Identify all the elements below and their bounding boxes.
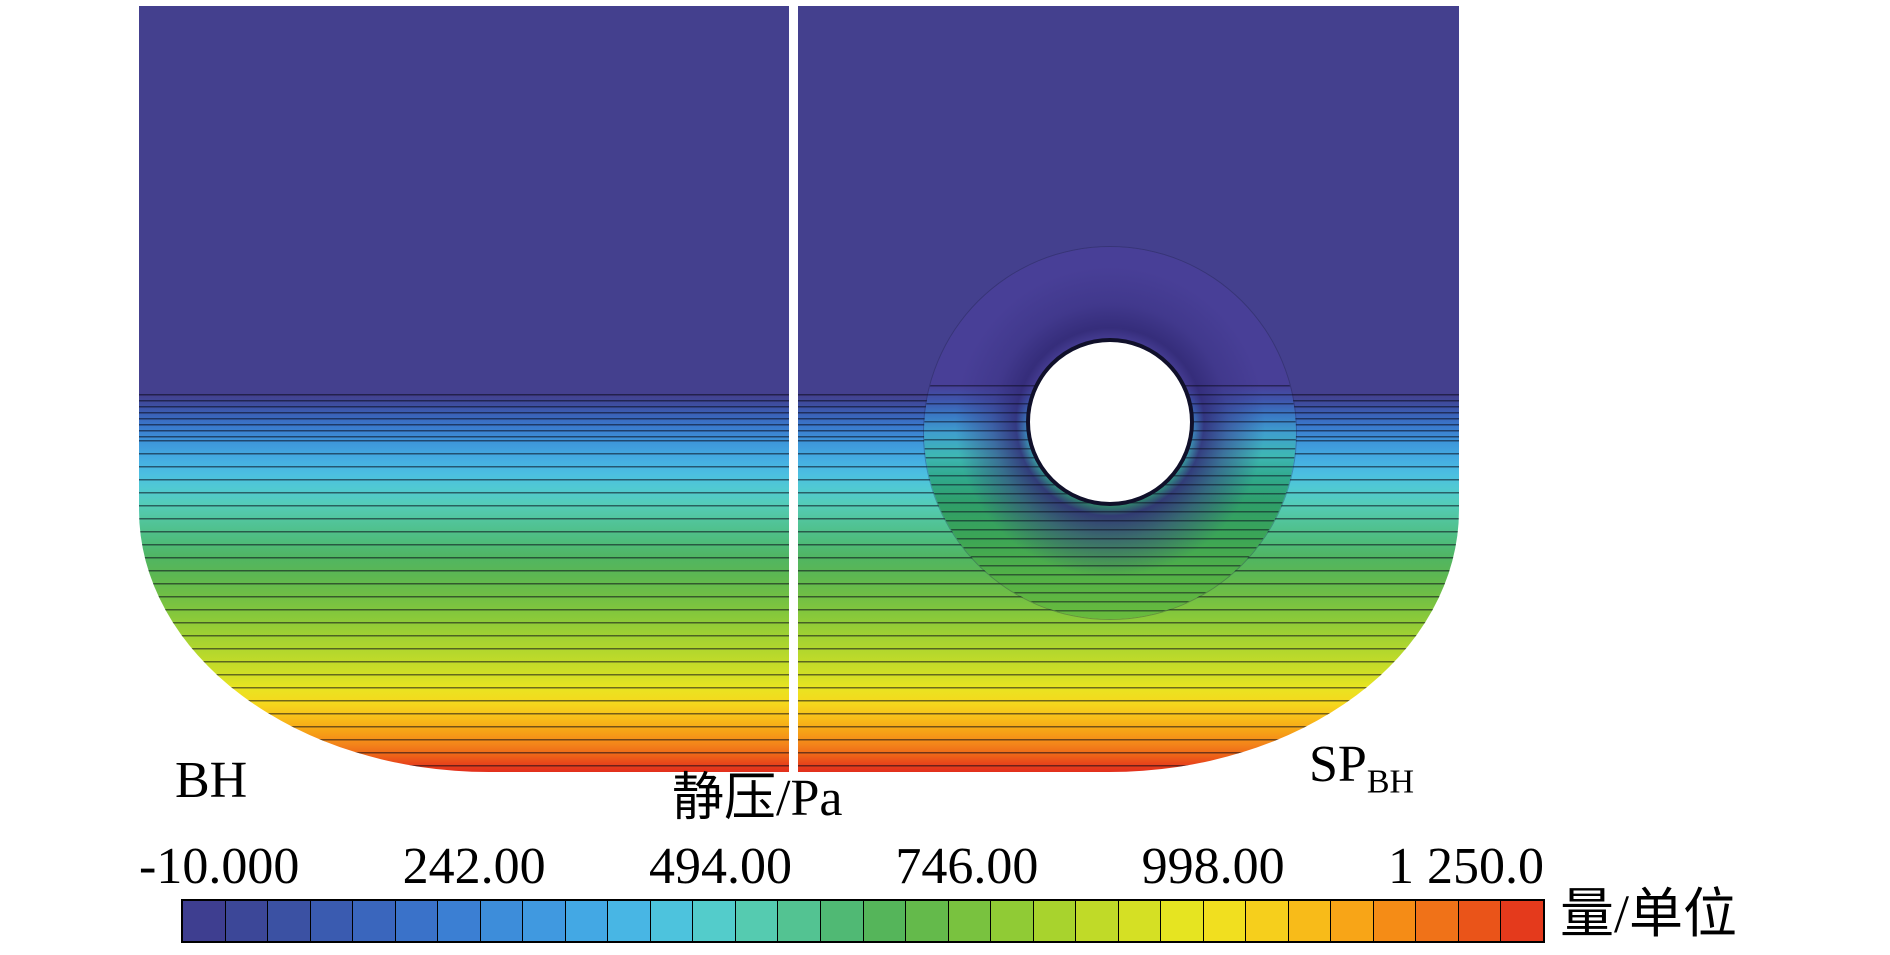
colorbar-segment	[991, 901, 1034, 941]
colorbar-segment	[693, 901, 736, 941]
colorbar-tick-label: 494.00	[648, 838, 792, 895]
colorbar-segment	[225, 901, 269, 941]
colorbar-segment	[523, 901, 566, 941]
panel-label-right-sub: BH	[1366, 763, 1415, 801]
panel-label-right: SPBH	[1309, 736, 1414, 801]
colorbar-segment	[565, 901, 609, 941]
colorbar-segment	[1076, 901, 1119, 941]
colorbar-segment	[948, 901, 992, 941]
colorbar-segment	[1458, 901, 1502, 941]
colorbar-segment	[395, 901, 439, 941]
colorbar	[181, 899, 1545, 943]
colorbar-segment	[1416, 901, 1459, 941]
colorbar-segment	[480, 901, 524, 941]
panel-divider-line	[789, 6, 798, 772]
colorbar-tick-label: 242.00	[402, 838, 546, 895]
colorbar-segment	[310, 901, 354, 941]
colorbar-segment	[778, 901, 821, 941]
colorbar-segment	[820, 901, 864, 941]
panel-label-left: BH	[175, 752, 248, 809]
colorbar-segment	[353, 901, 396, 941]
colorbar-segment	[1373, 901, 1417, 941]
colorbar-segment	[735, 901, 779, 941]
colorbar-tick-label: -10.000	[139, 838, 300, 895]
colorbar-tick-label: 1 250.0	[1387, 838, 1544, 895]
colorbar-segment	[1501, 901, 1543, 941]
ring-sparger-torus	[924, 247, 1296, 619]
figure-title: 静压/Pa	[672, 770, 843, 827]
colorbar-segment	[1288, 901, 1332, 941]
colorbar-segment	[608, 901, 651, 941]
colorbar-segment	[1118, 901, 1162, 941]
colorbar-segment	[1161, 901, 1204, 941]
colorbar-segment	[183, 901, 226, 941]
colorbar-segment	[1033, 901, 1077, 941]
panel-label-right-main: SP	[1309, 736, 1367, 793]
colorbar-segment	[1203, 901, 1247, 941]
colorbar-segment	[650, 901, 694, 941]
colorbar-segment	[906, 901, 949, 941]
colorbar-segment	[863, 901, 907, 941]
colorbar-segment	[268, 901, 311, 941]
colorbar-segment	[1246, 901, 1289, 941]
colorbar-unit-label: 量/单位	[1560, 884, 1738, 944]
torus-hole	[1025, 337, 1195, 506]
colorbar-tick-labels: -10.000 242.00 494.00 746.00 998.00 1 250.0	[139, 838, 1544, 895]
vessel-contour-plot	[139, 6, 1459, 772]
colorbar-segment	[1331, 901, 1374, 941]
colorbar-tick-label: 746.00	[895, 838, 1039, 895]
colorbar-tick-label: 998.00	[1141, 838, 1285, 895]
colorbar-segment	[438, 901, 481, 941]
